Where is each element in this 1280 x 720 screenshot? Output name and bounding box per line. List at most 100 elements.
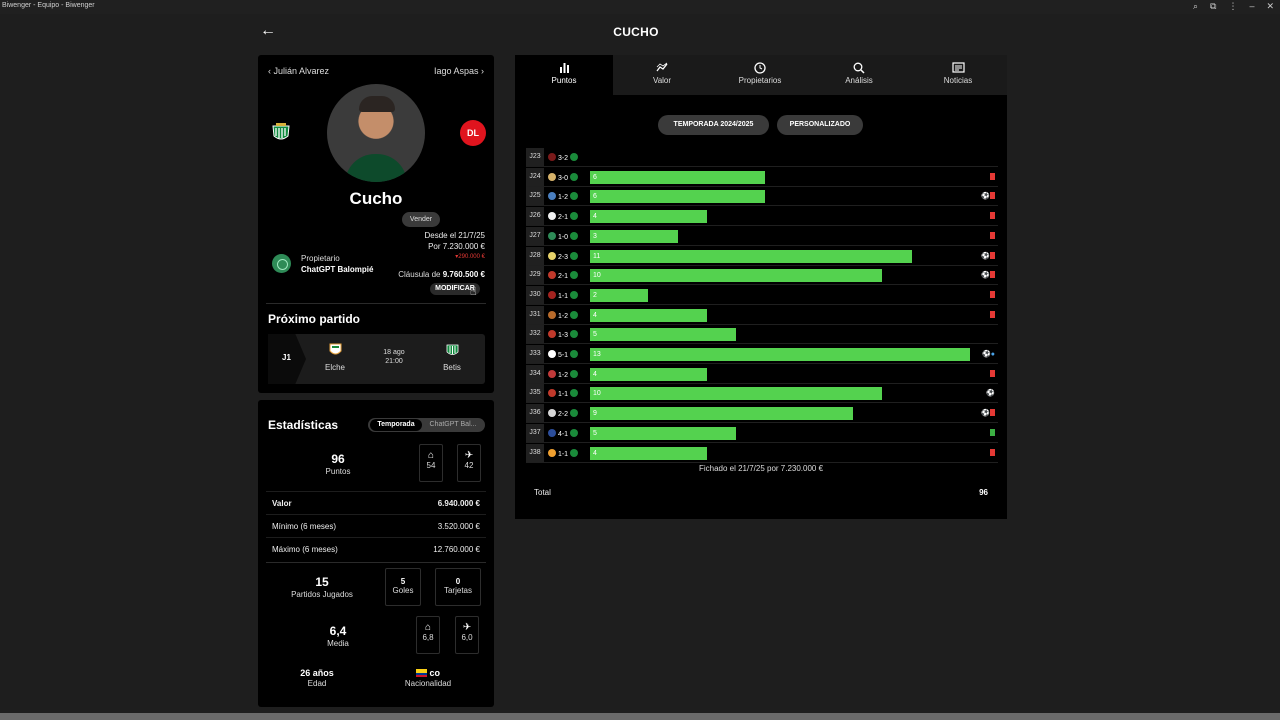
player-card: ‹ Julián Alvarez Iago Aspas › DL Cucho V… (258, 55, 494, 393)
ball-icon: ⚽ (986, 390, 995, 398)
toggle-league[interactable]: ChatGPT Bal... (429, 421, 477, 428)
round-row[interactable]: J38 1-1 4 (526, 443, 998, 463)
news-icon (909, 62, 1007, 76)
goals-label: Goles (392, 586, 414, 595)
prev-player-link[interactable]: ‹ Julián Alvarez (268, 66, 330, 76)
cards-box: 0 Tarjetas (435, 568, 481, 606)
points-bar: 10 (590, 269, 883, 283)
team-crest-icon (548, 389, 556, 398)
match-score: 2-1 (557, 273, 569, 281)
colombia-flag-icon (415, 669, 427, 677)
season-filter-button[interactable]: TEMPORADA 2024/2025 (658, 115, 769, 135)
back-arrow-icon[interactable]: ← (260, 22, 276, 39)
matches-stat: 15 Partidos Jugados (278, 575, 366, 599)
nationality-value: co (429, 668, 441, 678)
round-row[interactable]: J35 1-1 10 ⚽ (526, 384, 998, 404)
next-player-link[interactable]: Iago Aspas › (433, 66, 484, 76)
match-result: 1-1 (548, 448, 579, 458)
search-icon[interactable]: ⌕ (1192, 1, 1198, 11)
match-result: 1-2 (548, 192, 579, 201)
round-row[interactable]: J30 1-1 2 (526, 285, 998, 305)
tab-noticias[interactable]: Noticias (909, 55, 1007, 95)
max-value-row: Máximo (6 meses) 12.760.000 € (266, 537, 486, 559)
match-events (990, 231, 995, 240)
round-row[interactable]: J24 3-0 6 (526, 167, 998, 187)
minimize-icon[interactable]: – (1249, 1, 1255, 11)
home-icon: ⌂ (427, 450, 435, 461)
match-result: 1-0 (548, 231, 579, 241)
round-row[interactable]: J29 2-1 10 ⚽ (526, 266, 998, 286)
round-label: J37 (526, 423, 544, 442)
points-bar: 3 (590, 229, 678, 243)
card-icon (990, 251, 995, 259)
points-bar: 5 (590, 328, 737, 342)
round-label: J34 (526, 364, 544, 383)
starter-icon (990, 428, 995, 436)
round-row[interactable]: J23 3-2 (526, 148, 998, 167)
min-value-row: Mínimo (6 meses) 3.520.000 € (266, 514, 486, 536)
tab-propietarios[interactable]: Propietarios (711, 55, 809, 95)
round-row[interactable]: J33 5-1 13 ⚽● (526, 345, 998, 364)
match-score: 2-3 (557, 253, 569, 261)
round-row[interactable]: J34 1-2 4 (526, 364, 998, 384)
close-icon[interactable]: ✕ (1266, 1, 1274, 11)
divider (266, 303, 486, 304)
modify-clause-button[interactable]: MODIFICAR (430, 283, 480, 295)
team-crest-icon (548, 369, 556, 378)
card-icon (990, 271, 995, 279)
tab-analisis[interactable]: Análisis (810, 55, 908, 95)
away-team-name: Betis (443, 363, 461, 372)
team-crest-icon (548, 231, 556, 240)
round-row[interactable]: J25 1-2 6 ⚽ (526, 187, 998, 207)
custom-filter-button[interactable]: PERSONALIZADO (777, 115, 863, 135)
toggle-season[interactable]: Temporada (370, 419, 422, 431)
stats-scope-toggle[interactable]: Temporada ChatGPT Bal... (368, 418, 485, 432)
card-icon (990, 212, 995, 220)
matches-label: Partidos Jugados (291, 590, 353, 599)
goals-box: 5 Goles (385, 568, 421, 606)
team-crest-icon (548, 448, 556, 457)
round-row[interactable]: J37 4-1 5 (526, 423, 998, 443)
match-result: 1-2 (548, 310, 579, 320)
prev-player-name: Julián Alvarez (273, 66, 330, 76)
owner-avatar[interactable] (272, 254, 291, 273)
round-label: J26 (526, 207, 544, 226)
extensions-icon[interactable]: ⧉ (1210, 1, 1217, 11)
match-score: 5-1 (557, 352, 569, 359)
tab-analisis-label: Análisis (845, 76, 873, 85)
round-row[interactable]: J32 1-3 5 (526, 325, 998, 345)
round-row[interactable]: J36 2-2 9 ⚽ (526, 404, 998, 424)
betis-crest-icon (570, 231, 579, 240)
more-icon[interactable]: ⋮ (1228, 1, 1238, 11)
ball-icon: ⚽ (981, 410, 990, 418)
match-events (990, 172, 995, 181)
round-row[interactable]: J27 1-0 3 (526, 226, 998, 246)
tab-valor[interactable]: Valor (613, 55, 711, 95)
clause-label: Cláusula de (398, 270, 441, 279)
next-match-card[interactable]: J1 Elche 18 ago 21:00 Betis (268, 334, 485, 384)
window-title: Biwenger - Equipo - Biwenger (2, 2, 95, 9)
points-value: 96 (331, 452, 345, 466)
bottom-scrollbar[interactable] (0, 713, 1280, 720)
age-value: 26 años (300, 668, 334, 678)
round-row[interactable]: J28 2-3 11 ⚽ (526, 246, 998, 266)
match-time: 21:00 (385, 358, 403, 365)
betis-crest-icon (570, 212, 579, 221)
min-amount: 3.520.000 € (437, 522, 480, 531)
page-title: CUCHO (613, 25, 659, 39)
sell-button[interactable]: Vender (402, 212, 440, 227)
player-name: Cucho (349, 189, 403, 208)
nationality-value-wrap: co (386, 668, 470, 678)
team-crest-icon (548, 330, 556, 339)
round-row[interactable]: J31 1-2 4 (526, 305, 998, 325)
betis-crest-icon (570, 271, 579, 280)
owner-name[interactable]: ChatGPT Balompié (301, 265, 374, 274)
average-value: 6,4 (329, 624, 347, 638)
total-value: 96 (979, 488, 988, 497)
match-events: ⚽● (982, 350, 995, 358)
value-delta: ▾290.000 € (455, 254, 485, 260)
match-result: 3-0 (548, 172, 579, 182)
round-row[interactable]: J26 2-1 4 (526, 207, 998, 227)
tab-puntos[interactable]: Puntos (515, 55, 613, 95)
match-score: 4-1 (557, 430, 569, 438)
